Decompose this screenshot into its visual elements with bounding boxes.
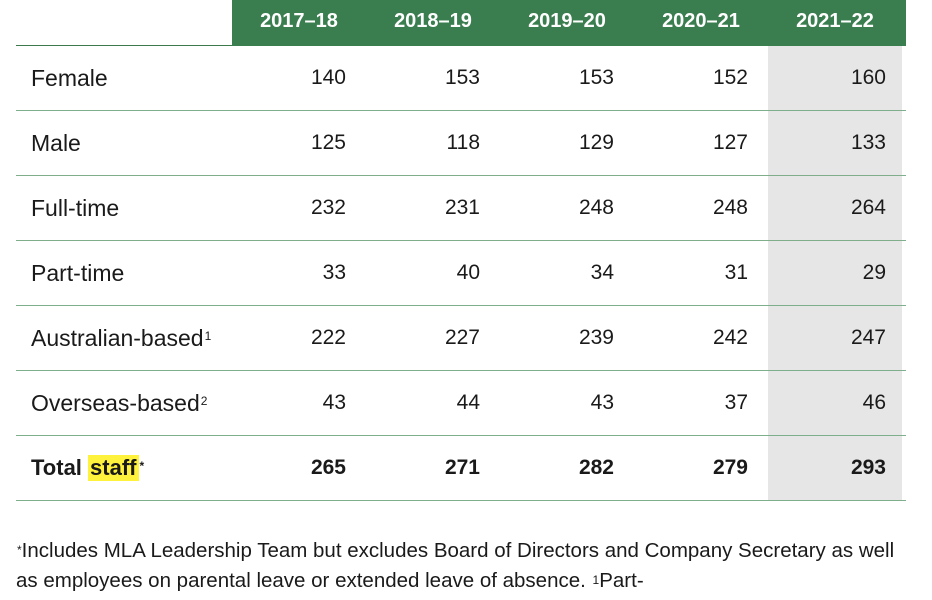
table-cell: 37 — [724, 391, 748, 414]
year-header: 2019–20 — [528, 9, 606, 32]
table-cell: 31 — [724, 261, 748, 284]
table-cell: 34 — [590, 261, 614, 284]
table-cell: 29 — [768, 241, 902, 305]
row-label: Overseas-based 2 — [31, 389, 208, 416]
table-cell: 153 — [578, 66, 614, 89]
footnote-text-continued: Part- — [599, 569, 644, 592]
table-cell: 43 — [322, 391, 346, 414]
table-cell: 282 — [578, 456, 614, 479]
footnote-marker: 1 — [204, 329, 212, 343]
table-cell: 265 — [310, 456, 346, 479]
year-header: 2020–21 — [662, 9, 740, 32]
row-label: Part-time — [31, 259, 125, 286]
year-header: 2021–22 — [796, 9, 874, 32]
row-label: Male — [31, 129, 81, 156]
table-cell: 44 — [456, 391, 480, 414]
table-cell: 248 — [712, 196, 748, 219]
table-row-part-time: Part-time 33 40 34 31 29 — [16, 241, 906, 306]
table-cell: 153 — [444, 66, 480, 89]
table-row-full-time: Full-time 232 231 248 248 264 — [16, 176, 906, 241]
table-cell: 279 — [712, 456, 748, 479]
table-cell: 152 — [712, 66, 748, 89]
table-row-female: Female 140 153 153 152 160 — [16, 46, 906, 111]
table-row-australian-based: Australian-based 1 222 227 239 242 247 — [16, 306, 906, 371]
table-cell: 33 — [322, 261, 346, 284]
table-cell: 232 — [310, 196, 346, 219]
table-cell: 125 — [310, 131, 346, 154]
footnote-text: Includes MLA Leadership Team but exclude… — [16, 539, 895, 592]
table-cell: 242 — [712, 326, 748, 349]
table-cell: 160 — [768, 46, 902, 110]
table-cell: 264 — [768, 176, 902, 240]
footnote-star: * — [17, 543, 22, 557]
table-cell: 127 — [712, 131, 748, 154]
footnote: *Includes MLA Leadership Team but exclud… — [16, 536, 906, 596]
highlighted-text: staff — [88, 455, 139, 481]
table-cell: 133 — [768, 111, 902, 175]
table-row-overseas-based: Overseas-based 2 43 44 43 37 46 — [16, 371, 906, 436]
row-label: Australian-based 1 — [31, 324, 212, 351]
year-header: 2017–18 — [260, 9, 338, 32]
header-years: 2017–18 2018–19 2019–20 2020–21 2021–22 — [232, 0, 906, 46]
table-cell: 43 — [590, 391, 614, 414]
header-blank — [16, 0, 232, 46]
table-cell: 40 — [456, 261, 480, 284]
table-header: 2017–18 2018–19 2019–20 2020–21 2021–22 — [16, 0, 906, 46]
table-row-male: Male 125 118 129 127 133 — [16, 111, 906, 176]
footnote-marker: 1 — [592, 573, 600, 587]
table-cell: 222 — [310, 326, 346, 349]
footnote-marker: 2 — [200, 394, 208, 408]
table-cell: 231 — [444, 196, 480, 219]
table-row-total-staff: Total staff * 265 271 282 279 293 — [16, 436, 906, 501]
row-label: Female — [31, 64, 108, 91]
table-cell: 46 — [768, 371, 902, 435]
table-cell: 227 — [444, 326, 480, 349]
year-header: 2018–19 — [394, 9, 472, 32]
table-cell: 118 — [446, 131, 480, 154]
table-cell: 271 — [444, 456, 480, 479]
table-cell: 247 — [768, 306, 902, 370]
table-cell: 129 — [578, 131, 614, 154]
table-cell: 293 — [768, 436, 902, 500]
row-label: Full-time — [31, 194, 120, 221]
table-cell: 239 — [578, 326, 614, 349]
table-cell: 140 — [310, 66, 346, 89]
footnote-marker: * — [139, 459, 145, 473]
row-label-total: Total staff * — [31, 455, 145, 481]
staff-table: 2017–18 2018–19 2019–20 2020–21 2021–22 … — [16, 0, 906, 501]
table-cell: 248 — [578, 196, 614, 219]
